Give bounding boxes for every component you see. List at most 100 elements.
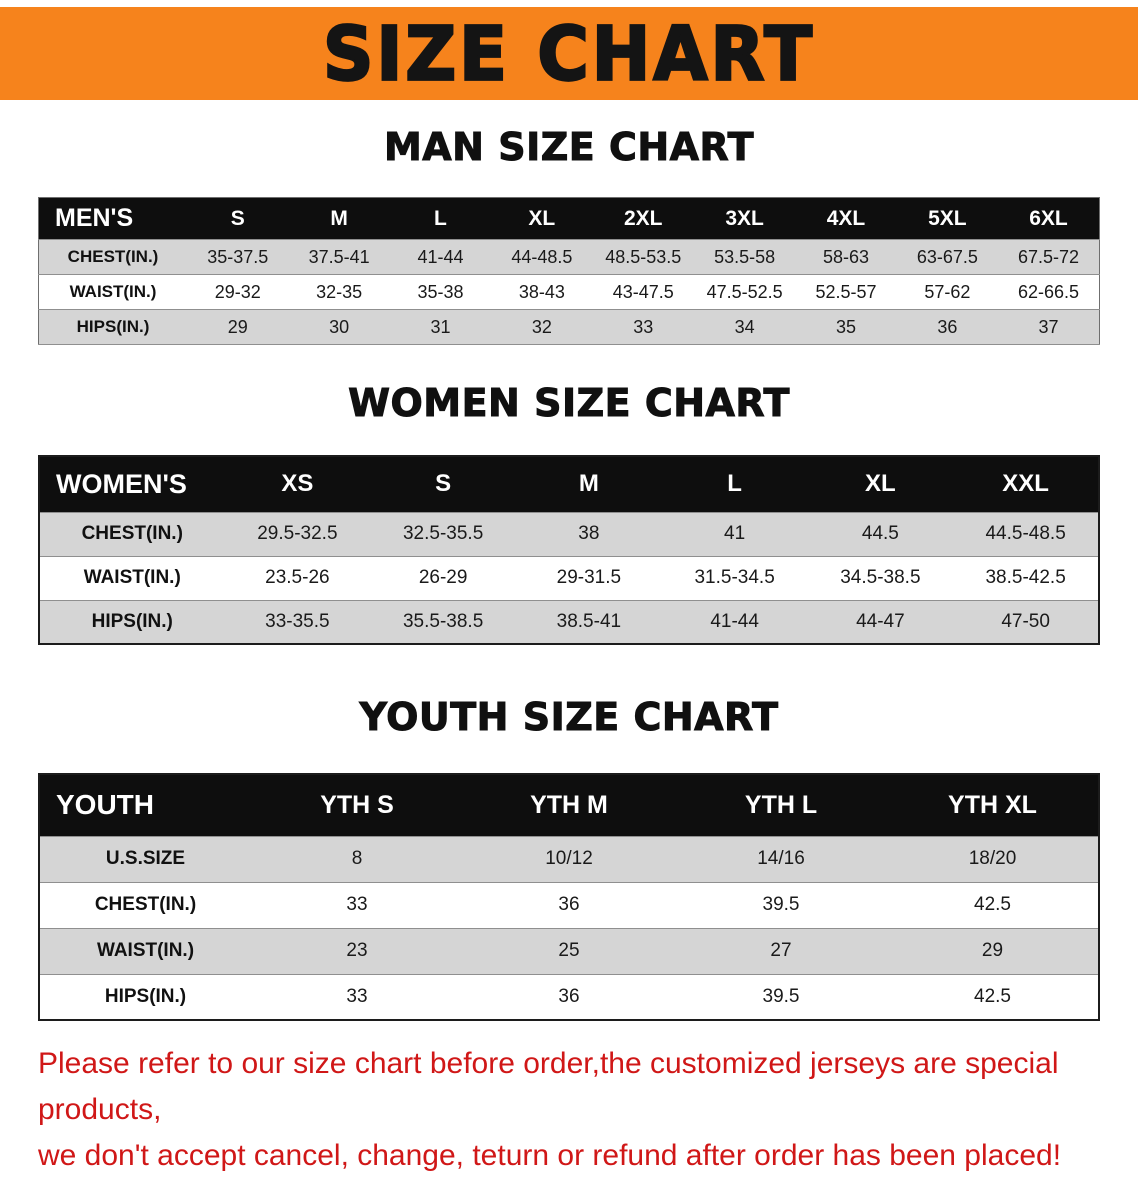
value-cell: 36 (463, 973, 675, 1021)
value-cell: 42.5 (887, 973, 1099, 1021)
table-title-cell: WOMEN'S (39, 456, 225, 512)
value-cell: 37.5-41 (288, 239, 390, 275)
value-cell: 38 (516, 511, 662, 557)
table-title-cell: YOUTH (39, 774, 251, 836)
row-label-cell: CHEST(IN.) (39, 881, 251, 929)
size-header-cell: M (516, 456, 662, 512)
value-cell: 48.5-53.5 (592, 239, 694, 275)
banner-title: SIZE CHART (322, 9, 816, 99)
value-cell: 52.5-57 (795, 274, 897, 310)
table-row: U.S.SIZE 8 10/12 14/16 18/20 (39, 835, 1099, 883)
value-cell: 44-48.5 (491, 239, 593, 275)
size-header-cell: 3XL (693, 197, 796, 240)
size-header-cell: M (288, 197, 390, 240)
value-cell: 35-38 (389, 274, 492, 310)
value-cell: 58-63 (795, 239, 897, 275)
value-cell: 33 (251, 881, 463, 929)
size-header-cell: XS (224, 456, 371, 512)
size-header-cell: YTH M (463, 774, 675, 836)
value-cell: 41-44 (389, 239, 492, 275)
value-cell: 23 (251, 927, 463, 975)
disclaimer-line1: Please refer to our size chart before or… (38, 1047, 1059, 1126)
row-label-cell: HIPS(IN.) (39, 599, 225, 645)
row-label-cell: U.S.SIZE (39, 835, 251, 883)
table-row: WAIST(IN.) 29-32 32-35 35-38 38-43 43-47.5 47.… (38, 274, 1100, 310)
value-cell: 47.5-52.5 (693, 274, 796, 310)
size-header-cell: XL (807, 456, 954, 512)
size-header-cell: YTH S (251, 774, 463, 836)
value-cell: 42.5 (887, 881, 1099, 929)
value-cell: 30 (288, 309, 390, 345)
value-cell: 37 (998, 309, 1100, 345)
value-cell: 44.5-48.5 (953, 511, 1099, 557)
value-cell: 43-47.5 (592, 274, 694, 310)
size-header-cell: S (370, 456, 516, 512)
value-cell: 38-43 (491, 274, 593, 310)
value-cell: 8 (251, 835, 463, 883)
size-header-cell: YTH L (675, 774, 887, 836)
table-row: HIPS(IN.) 33-35.5 35.5-38.5 38.5-41 41-44 44-… (39, 599, 1099, 645)
value-cell: 35.5-38.5 (370, 599, 516, 645)
size-header-cell: 6XL (998, 197, 1100, 240)
value-cell: 53.5-58 (693, 239, 796, 275)
row-label-cell: HIPS(IN.) (39, 973, 251, 1021)
value-cell: 29 (887, 927, 1099, 975)
value-cell: 25 (463, 927, 675, 975)
value-cell: 34 (693, 309, 796, 345)
man-chart-heading: MAN SIZE CHART (383, 125, 755, 170)
disclaimer-line2: we don't accept cancel, change, teturn o… (38, 1139, 1062, 1172)
value-cell: 29-32 (187, 274, 289, 310)
value-cell: 57-62 (896, 274, 999, 310)
value-cell: 14/16 (675, 835, 887, 883)
size-header-cell: L (661, 456, 808, 512)
value-cell: 33 (592, 309, 694, 345)
table-row: CHEST(IN.) 35-37.5 37.5-41 41-44 44-48.5 48.5… (38, 239, 1100, 275)
size-header-cell: 5XL (896, 197, 999, 240)
value-cell: 29.5-32.5 (224, 511, 371, 557)
value-cell: 39.5 (675, 881, 887, 929)
header-row: MEN'S S M L XL 2XL 3XL 4XL 5XL 6XL (38, 197, 1100, 240)
size-header-cell: 2XL (592, 197, 694, 240)
value-cell: 32-35 (288, 274, 390, 310)
value-cell: 36 (463, 881, 675, 929)
women-chart-heading: WOMEN SIZE CHART (348, 381, 790, 426)
value-cell: 35 (795, 309, 897, 345)
value-cell: 38.5-41 (516, 599, 662, 645)
table-row: CHEST(IN.) 29.5-32.5 32.5-35.5 38 41 44.5 44.5… (39, 511, 1099, 557)
size-header-cell: L (389, 197, 492, 240)
youth-size-table: YOUTH YTH S YTH M YTH L YTH XL U.S.SIZE 8 10/12… (38, 773, 1100, 1021)
size-header-cell: 4XL (795, 197, 897, 240)
value-cell: 35-37.5 (187, 239, 289, 275)
row-label-cell: CHEST(IN.) (39, 511, 225, 557)
header-row: WOMEN'S XS S M L XL XXL (39, 456, 1099, 512)
header-row: YOUTH YTH S YTH M YTH L YTH XL (39, 774, 1099, 836)
row-label-cell: HIPS(IN.) (38, 309, 188, 345)
value-cell: 41 (661, 511, 808, 557)
size-chart-banner: SIZE CHART (0, 7, 1138, 100)
value-cell: 31.5-34.5 (661, 555, 808, 601)
value-cell: 44.5 (807, 511, 954, 557)
value-cell: 63-67.5 (896, 239, 999, 275)
row-label-cell: WAIST(IN.) (38, 274, 188, 310)
value-cell: 38.5-42.5 (953, 555, 1099, 601)
table-title-cell: MEN'S (38, 197, 188, 240)
value-cell: 62-66.5 (998, 274, 1100, 310)
value-cell: 33-35.5 (224, 599, 371, 645)
size-header-cell: S (187, 197, 289, 240)
value-cell: 18/20 (887, 835, 1099, 883)
value-cell: 27 (675, 927, 887, 975)
row-label-cell: WAIST(IN.) (39, 555, 225, 601)
value-cell: 26-29 (370, 555, 516, 601)
youth-chart-heading: YOUTH SIZE CHART (359, 695, 779, 740)
value-cell: 39.5 (675, 973, 887, 1021)
value-cell: 44-47 (807, 599, 954, 645)
value-cell: 34.5-38.5 (807, 555, 954, 601)
size-header-cell: XL (491, 197, 593, 240)
value-cell: 29-31.5 (516, 555, 662, 601)
table-row: HIPS(IN.) 33 36 39.5 42.5 (39, 973, 1099, 1021)
value-cell: 41-44 (661, 599, 808, 645)
table-row: HIPS(IN.) 29 30 31 32 33 34 35 36 37 (38, 309, 1100, 345)
value-cell: 32.5-35.5 (370, 511, 516, 557)
value-cell: 33 (251, 973, 463, 1021)
table-row: CHEST(IN.) 33 36 39.5 42.5 (39, 881, 1099, 929)
